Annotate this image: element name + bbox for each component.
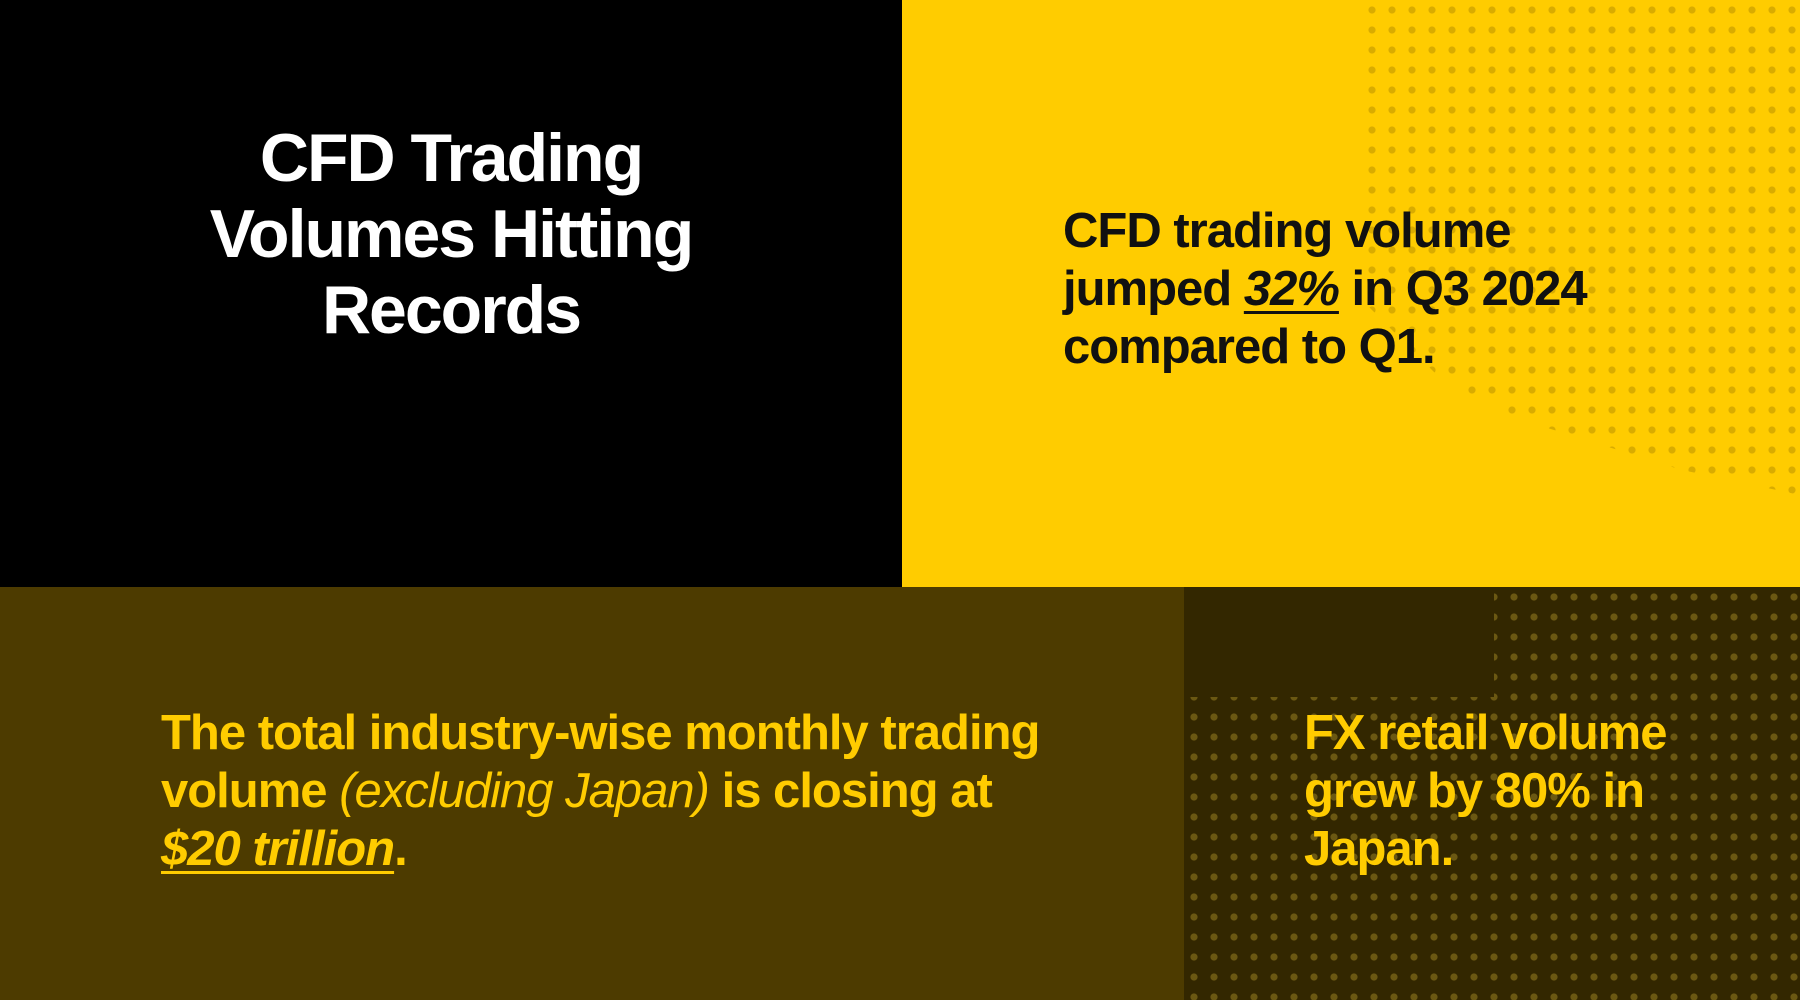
highlight-32-percent: 32% [1243,262,1340,316]
stat-monthly-text: The total industry-wise monthly trading … [161,706,1040,876]
highlight-20-trillion: $20 trillion [161,822,395,876]
stat-panel-monthly: The total industry-wise monthly trading … [0,587,1184,1000]
stat-q3-text: CFD trading volume jumped 32% in Q3 2024… [1063,204,1588,374]
stat-japan-text: FX retail volume grew by 80% in Japan. [1304,706,1668,876]
stat-panel-japan: FX retail volume grew by 80% in Japan. [1184,587,1800,1000]
stat-panel-q3: CFD trading volume jumped 32% in Q3 2024… [902,0,1800,587]
page-title: CFD Trading Volumes Hitting Records [209,119,695,348]
title-panel: CFD Trading Volumes Hitting Records [0,0,902,587]
